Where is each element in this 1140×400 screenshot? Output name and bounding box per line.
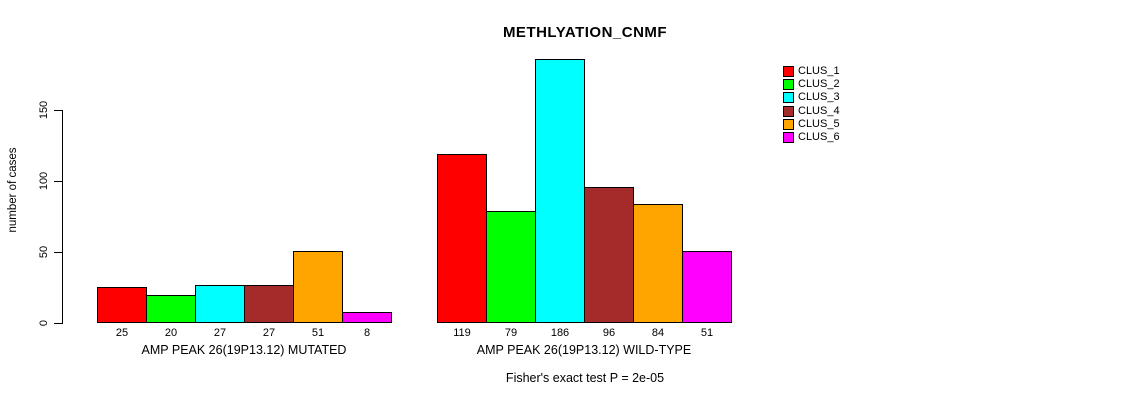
- bar-value-label: 8: [363, 327, 371, 339]
- bar: [682, 251, 732, 323]
- bar-value-label: 20: [164, 327, 178, 339]
- legend-swatch: [783, 66, 794, 77]
- legend-item: CLUS_1: [783, 66, 840, 77]
- bar: [486, 211, 536, 323]
- y-axis-line: [62, 110, 63, 324]
- y-axis-tick: [54, 251, 62, 253]
- x-group-label-wildtype: AMP PEAK 26(19P13.12) WILD-TYPE: [476, 343, 692, 357]
- y-axis-tick: [54, 180, 62, 182]
- legend-swatch: [783, 105, 794, 117]
- bar-value-label: 96: [602, 327, 616, 339]
- bar: [535, 59, 585, 323]
- legend-label: CLUS_5: [798, 117, 840, 130]
- bar: [342, 312, 392, 323]
- y-axis-tick-label: 0: [38, 319, 50, 327]
- legend-label: CLUS_4: [798, 104, 840, 117]
- bar-value-label: 186: [550, 327, 570, 339]
- y-axis-tick: [54, 109, 62, 111]
- legend-swatch: [783, 79, 794, 91]
- bar-value-label: 27: [213, 327, 227, 339]
- legend-label: CLUS_3: [798, 91, 840, 104]
- legend-swatch: [783, 92, 794, 104]
- y-axis-tick-label: 100: [38, 171, 50, 191]
- bar: [244, 285, 294, 323]
- legend-label: CLUS_6: [798, 131, 840, 143]
- y-axis-label: number of cases: [7, 147, 19, 233]
- y-axis-tick: [54, 322, 62, 324]
- legend-item: CLUS_5: [783, 117, 840, 130]
- legend-item: CLUS_6: [783, 132, 840, 143]
- legend-swatch: [783, 118, 794, 130]
- y-axis-tick-label: 50: [38, 245, 50, 259]
- bar: [97, 287, 147, 323]
- bar-value-label: 25: [115, 327, 129, 339]
- bar: [195, 285, 245, 323]
- bar: [293, 251, 343, 323]
- fisher-test-annotation: Fisher's exact test P = 2e-05: [505, 371, 665, 385]
- bar-value-label: 51: [311, 327, 325, 339]
- legend-item: CLUS_4: [783, 104, 840, 117]
- legend-item: CLUS_2: [783, 78, 840, 91]
- legend-swatch: [783, 132, 794, 143]
- bar-value-label: 79: [504, 327, 518, 339]
- legend-label: CLUS_2: [798, 78, 840, 91]
- chart-title: METHLYATION_CNMF: [502, 24, 668, 41]
- bar-value-label: 27: [262, 327, 276, 339]
- bar-value-label: 84: [651, 327, 665, 339]
- legend-label: CLUS_1: [798, 65, 840, 77]
- x-group-label-mutated: AMP PEAK 26(19P13.12) MUTATED: [141, 343, 347, 357]
- bar-value-label: 51: [700, 327, 714, 339]
- y-axis-tick-label: 150: [38, 100, 50, 120]
- bar: [633, 204, 683, 323]
- bar-value-label: 119: [453, 327, 471, 339]
- bar: [437, 154, 487, 323]
- legend-item: CLUS_3: [783, 91, 840, 104]
- bar: [584, 187, 634, 323]
- bar: [146, 295, 196, 323]
